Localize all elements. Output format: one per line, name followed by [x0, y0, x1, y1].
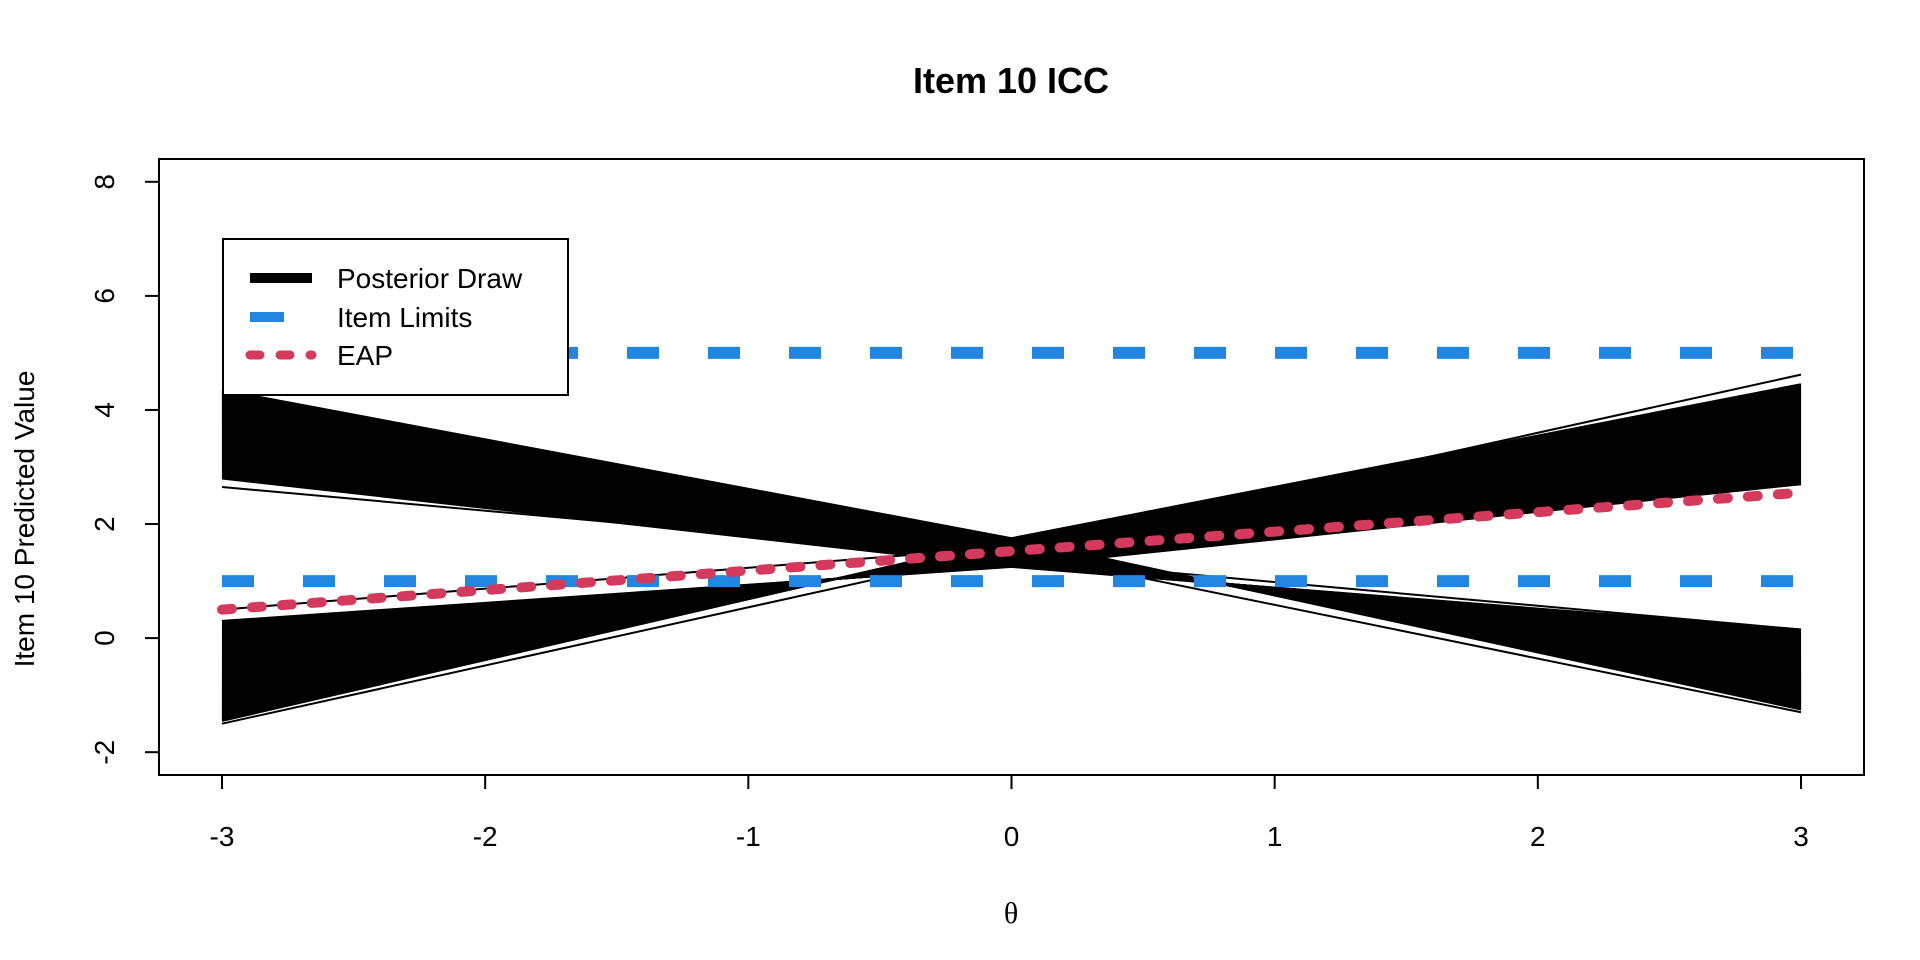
x-tick-label: -1	[736, 821, 761, 852]
y-tick-label: 2	[89, 516, 120, 532]
x-axis: -3 -2 -1 0 1 2 3	[210, 774, 1809, 852]
y-tick-label: 0	[89, 630, 120, 646]
plot-area	[217, 346, 1806, 725]
y-tick-label: -2	[89, 740, 120, 765]
legend: Posterior Draw Item Limits EAP	[222, 238, 569, 396]
x-tick-label: -2	[473, 821, 498, 852]
eap-line	[217, 487, 1806, 615]
posterior-draw-line	[221, 383, 1802, 722]
x-tick-label: 1	[1267, 821, 1283, 852]
x-tick-label: -3	[210, 821, 235, 852]
y-axis-label: Item 10 Predicted Value	[9, 371, 40, 668]
x-tick-label: 0	[1004, 821, 1020, 852]
x-tick-label: 2	[1530, 821, 1546, 852]
y-tick-label: 4	[89, 402, 120, 418]
y-tick-label: 6	[89, 288, 120, 304]
posterior-draw-line	[221, 485, 1802, 631]
x-axis-label: θ	[1004, 897, 1018, 930]
legend-label: EAP	[337, 340, 393, 371]
legend-label: Item Limits	[337, 302, 472, 333]
y-tick-label: 8	[89, 174, 120, 190]
legend-label: Posterior Draw	[337, 263, 523, 294]
y-axis: -2 0 2 4 6 8	[89, 174, 160, 765]
x-tick-label: 3	[1793, 821, 1809, 852]
chart-title: Item 10 ICC	[913, 60, 1109, 101]
